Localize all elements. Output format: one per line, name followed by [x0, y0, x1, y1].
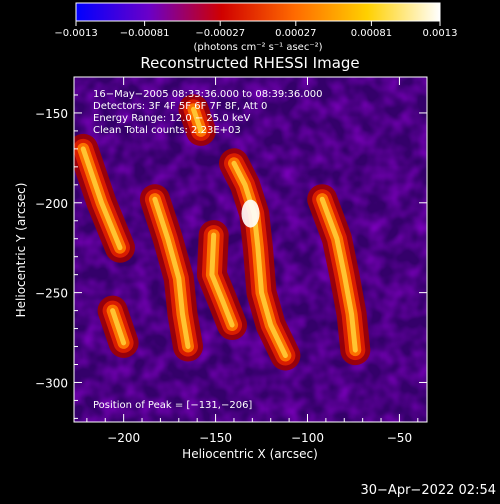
x-tick-label: −200: [107, 431, 140, 445]
x-tick-label: −100: [291, 431, 324, 445]
annotation-line: Detectors: 3F 4F 5F 6F 7F 8F, Att 0: [93, 101, 267, 112]
y-tick-label: −300: [35, 376, 68, 390]
plot-frame: [73, 76, 428, 423]
annotation-line: Energy Range: 12.0 − 25.0 keV: [93, 113, 250, 124]
colorbar-tick-label: −0.0013: [54, 28, 97, 39]
emission-feature: [152, 196, 191, 349]
x-tick-label: −150: [199, 431, 232, 445]
plot-area: −200 −150 −100 −50 −150 −200 −250 −300: [35, 76, 428, 445]
y-tick-label: −150: [35, 107, 68, 121]
colorbar-units: (photons cm⁻² s⁻¹ asec⁻²): [193, 42, 322, 53]
peak-marker: [241, 199, 260, 228]
y-axis-label: Heliocentric Y (arcsec): [14, 183, 28, 318]
colorbar-tick-label: −0.00027: [195, 28, 245, 39]
colorbar-tick-label: 0.00027: [275, 28, 316, 39]
chart-title: Reconstructed RHESSI Image: [140, 54, 359, 72]
annotations: 16−May−2005 08:33:36.000 to 08:39:36.000…: [93, 89, 323, 136]
colorbar-ticks: −0.0013 −0.00081 −0.00027 0.00027 0.00081 0.0…: [54, 21, 458, 39]
x-tick-label: −50: [387, 431, 412, 445]
emission-feature: [110, 308, 127, 346]
colorbar-tick-label: −0.00081: [120, 28, 170, 39]
y-tick-label: −200: [35, 197, 68, 211]
footer-timestamp: 30−Apr−2022 02:54: [361, 483, 497, 498]
emission-feature: [319, 196, 358, 353]
peak-position-label: Position of Peak = [−131,−206]: [93, 400, 252, 411]
annotation-line: 16−May−2005 08:33:36.000 to 08:39:36.000: [93, 89, 323, 100]
x-axis: −200 −150 −100 −50: [86, 77, 419, 445]
annotation-line: Clean Total counts: 2.23E+03: [93, 125, 241, 136]
y-axis: −150 −200 −250 −300: [35, 94, 427, 419]
emission-feature: [231, 160, 288, 358]
colorbar-tick-label: 0.0013: [423, 28, 458, 39]
colorbar-gradient: [75, 2, 441, 22]
colorbar: −0.0013 −0.00081 −0.00027 0.00027 0.00081 0.0…: [54, 2, 458, 53]
colorbar-tick-label: 0.00081: [351, 28, 392, 39]
emission-features: [74, 94, 371, 371]
x-axis-label: Heliocentric X (arcsec): [182, 447, 318, 461]
emission-feature: [209, 232, 235, 328]
emission-feature: [80, 146, 123, 251]
emission-feature: [191, 106, 204, 134]
y-tick-label: −250: [35, 287, 68, 301]
